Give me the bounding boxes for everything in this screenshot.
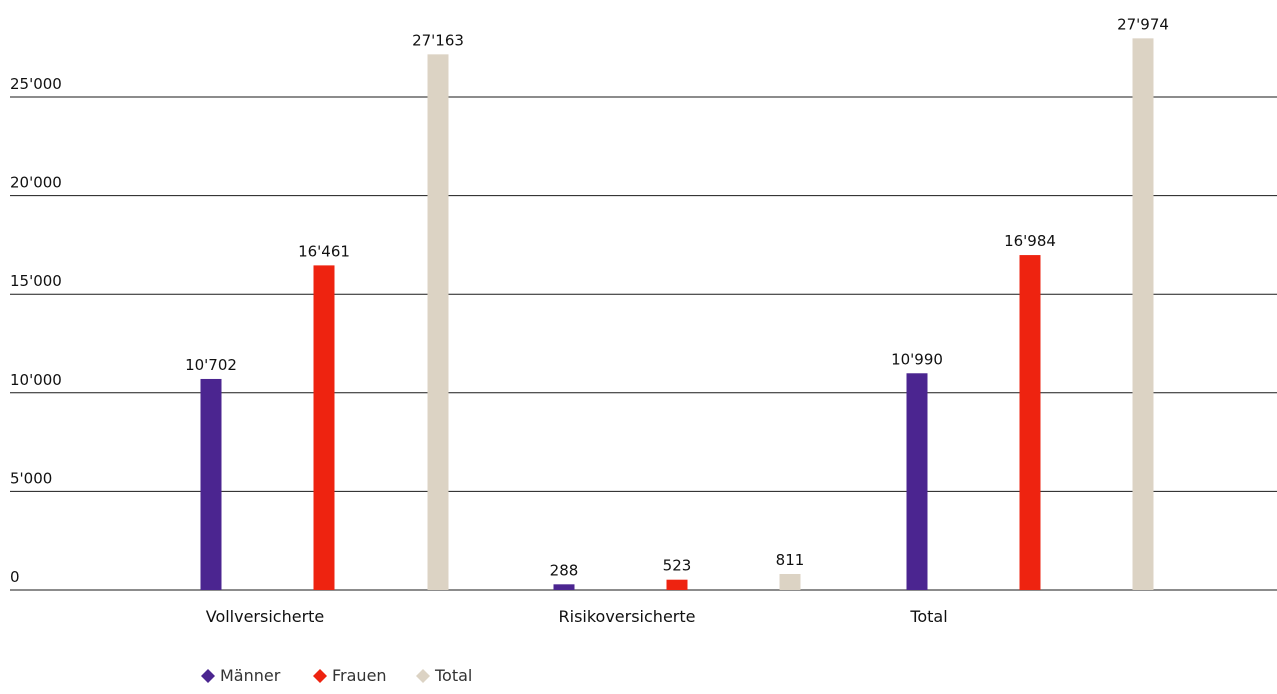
legend-marker-icon — [313, 669, 327, 683]
bar — [313, 265, 335, 590]
bar — [1019, 255, 1041, 591]
data-label: 10'702 — [185, 356, 237, 374]
category-label: Risikoversicherte — [559, 607, 696, 626]
bar — [427, 54, 449, 590]
data-label: 27'163 — [412, 31, 464, 49]
y-axis-ticks: 0 5'000 10'000 15'000 20'000 25'000 — [10, 75, 62, 586]
data-label: 811 — [776, 551, 805, 569]
value-labels: 10'702 288 10'990 16'461 523 16'984 27'163 811 2… — [185, 15, 1169, 579]
bar — [779, 574, 801, 590]
category-label: Vollversicherte — [206, 607, 325, 626]
y-tick-label: 15'000 — [10, 272, 62, 290]
legend-label: Männer — [220, 666, 281, 685]
bar — [906, 373, 928, 590]
y-tick-label: 20'000 — [10, 174, 62, 192]
bars — [200, 38, 1154, 591]
legend-label: Frauen — [332, 666, 387, 685]
bar — [553, 584, 575, 590]
data-label: 16'984 — [1004, 232, 1056, 250]
bar — [666, 579, 688, 590]
y-tick-label: 0 — [10, 568, 20, 586]
legend-label: Total — [434, 666, 472, 685]
legend: Männer Frauen Total — [201, 666, 472, 685]
y-tick-label: 5'000 — [10, 469, 52, 487]
y-tick-label: 25'000 — [10, 75, 62, 93]
bar — [1132, 38, 1154, 590]
data-label: 27'974 — [1117, 15, 1169, 33]
data-label: 16'461 — [298, 242, 350, 260]
legend-marker-icon — [416, 669, 430, 683]
y-tick-label: 10'000 — [10, 371, 62, 389]
grid-lines — [10, 96, 1277, 591]
data-label: 288 — [550, 561, 579, 579]
legend-marker-icon — [201, 669, 215, 683]
category-label: Total — [909, 607, 947, 626]
bar — [200, 378, 222, 590]
category-labels: Vollversicherte Risikoversicherte Total — [206, 607, 948, 626]
data-label: 523 — [663, 557, 692, 575]
data-label: 10'990 — [891, 350, 943, 368]
